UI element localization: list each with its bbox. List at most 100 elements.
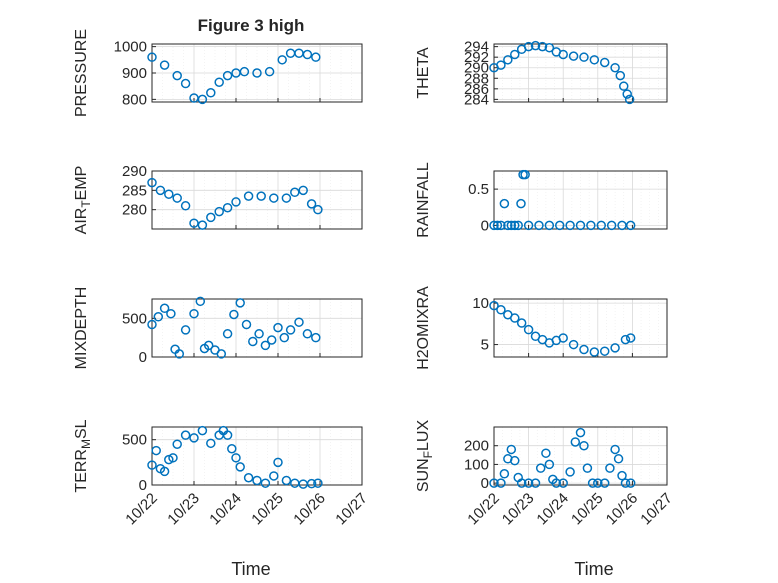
data-point [544,459,555,470]
data-point [575,220,586,231]
data-point [599,478,610,488]
data-point [174,349,185,359]
data-point [180,325,191,335]
data-point [530,478,541,488]
data-point [589,347,600,357]
data-point [147,177,157,188]
data-point [579,52,589,62]
data-point [554,220,565,231]
y-tick-label: 0 [481,475,489,492]
data-point [273,322,283,333]
data-point [520,169,530,180]
data-point [619,81,629,91]
data-point [606,220,617,231]
y-tick-label: 294 [464,39,489,56]
y-tick-label: 286 [464,81,489,98]
y-tick-label: 500 [122,310,147,327]
data-point [613,454,624,464]
data-point [617,470,627,481]
data-point [523,324,534,335]
data-point [311,332,321,343]
data-point [153,312,164,322]
data-point [155,185,166,196]
data-point [266,335,277,345]
data-point [496,60,506,70]
data-point [499,198,510,209]
data-point [294,317,304,327]
axes-border [151,170,363,230]
y-tick-label: 285 [122,182,147,199]
data-point [568,51,579,61]
data-point [615,70,626,81]
data-point [222,430,233,440]
data-point [159,303,170,314]
y-tick-label: 1000 [114,39,147,56]
data-point [197,425,208,436]
data-point [506,444,517,455]
data-point [535,463,546,473]
data-point [172,439,182,449]
y-tick-label: 500 [122,432,147,449]
data-point [239,66,250,77]
data-point [214,206,224,217]
subplot-air-temp: 280 285 290 AIRTEMP [73,163,363,234]
data-point [277,55,287,65]
data-point [243,473,254,483]
data-point [216,349,227,359]
x-tick-label: 10/25 [248,490,287,529]
x-tick-label: 10/26 [290,490,329,529]
data-point [489,300,499,311]
data-point [313,204,323,215]
data-point [147,460,157,470]
axes-border [493,298,668,358]
data-point [510,313,520,323]
y-tick-label: 0 [139,477,147,494]
data-point [599,346,610,356]
data-point [214,77,224,87]
data-point [264,66,275,77]
data-point [620,334,631,345]
data-point [523,41,534,52]
data-point [516,198,526,209]
y-tick-label: 900 [122,65,147,82]
data-point [565,467,575,477]
data-point [620,478,631,488]
data-point [159,466,170,477]
axes-border [493,426,668,486]
data-point [180,78,191,89]
data-point [489,478,499,488]
data-point [168,453,178,463]
y-axis-label: PRESSURE [73,29,90,117]
data-point [269,471,279,481]
y-tick-label: 5 [481,337,489,354]
y-tick-label: 800 [122,91,147,108]
data-point [558,333,568,343]
data-point [172,70,182,81]
data-point [575,427,586,438]
data-point [222,202,233,213]
data-point [586,220,596,231]
subplot-terr-msl: 0 500 TERRMSL 10/22 10/23 10/24 10/25 10/26 10/2… [73,419,371,528]
data-point [565,220,575,231]
data-point [189,433,199,443]
subplot-mixdepth: 0 500 MIXDEPTH [73,287,363,369]
x-tick-label: 10/22 [464,490,503,529]
data-point [206,212,216,223]
data-point [290,187,300,198]
data-point [180,201,191,211]
data-point [534,220,544,231]
x-tick-label: 10/23 [499,490,538,529]
data-point [260,340,271,351]
data-point [256,191,266,201]
data-point [499,469,510,479]
data-point [530,40,541,51]
data-point [197,94,208,105]
data-point [570,437,581,447]
y-tick-label: 200 [464,438,489,455]
data-point [589,55,600,65]
data-point [269,193,279,203]
y-axis-label: SUNFLUX [415,420,435,493]
data-point [510,455,520,466]
